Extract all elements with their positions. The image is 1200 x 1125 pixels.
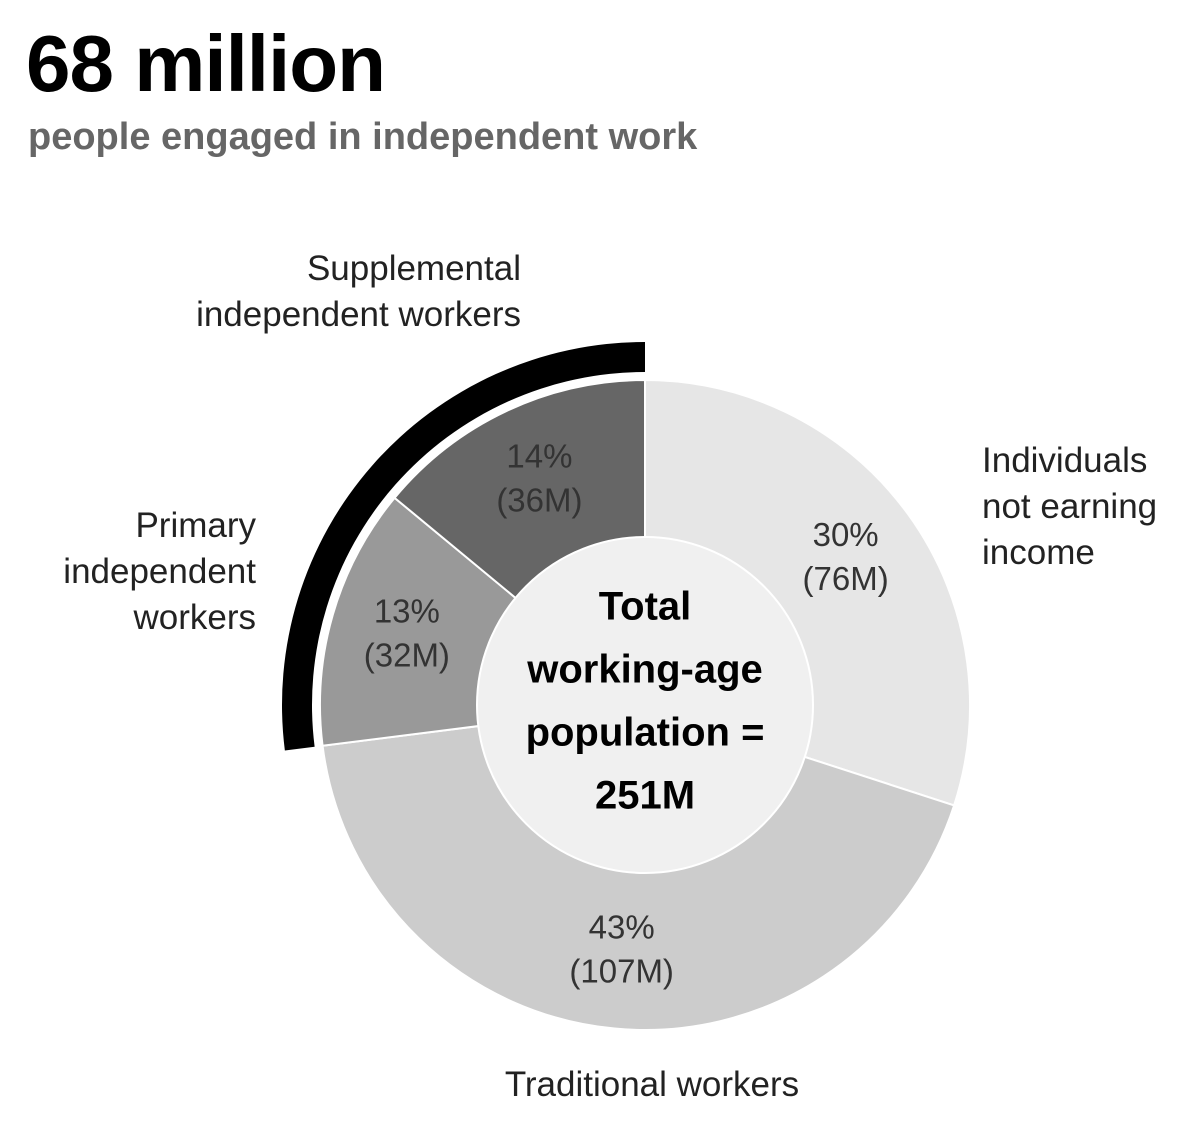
category-label: Supplemental independent workers <box>196 249 521 334</box>
value-label: 43% <box>589 909 655 946</box>
count-label: (107M) <box>569 953 674 990</box>
highlight-arc <box>282 342 645 751</box>
chart-subtitle: people engaged in independent work <box>28 116 698 158</box>
chart-title: 68 million <box>26 19 386 108</box>
value-label: 13% <box>374 593 440 630</box>
count-label: (32M) <box>364 637 450 674</box>
center-label: Total <box>599 585 692 629</box>
value-label: 30% <box>813 516 879 553</box>
center-label: 251M <box>595 774 695 818</box>
center-label: population = <box>526 711 765 755</box>
value-label: 14% <box>506 437 572 474</box>
category-label: Individuals not earning income <box>982 441 1158 572</box>
center-circle <box>476 536 814 874</box>
count-label: (36M) <box>496 481 582 518</box>
center-label: working-age <box>526 648 763 692</box>
category-label: Traditional workers <box>504 1065 800 1104</box>
count-label: (76M) <box>803 560 889 597</box>
category-label: Primary independent workers <box>63 506 256 637</box>
